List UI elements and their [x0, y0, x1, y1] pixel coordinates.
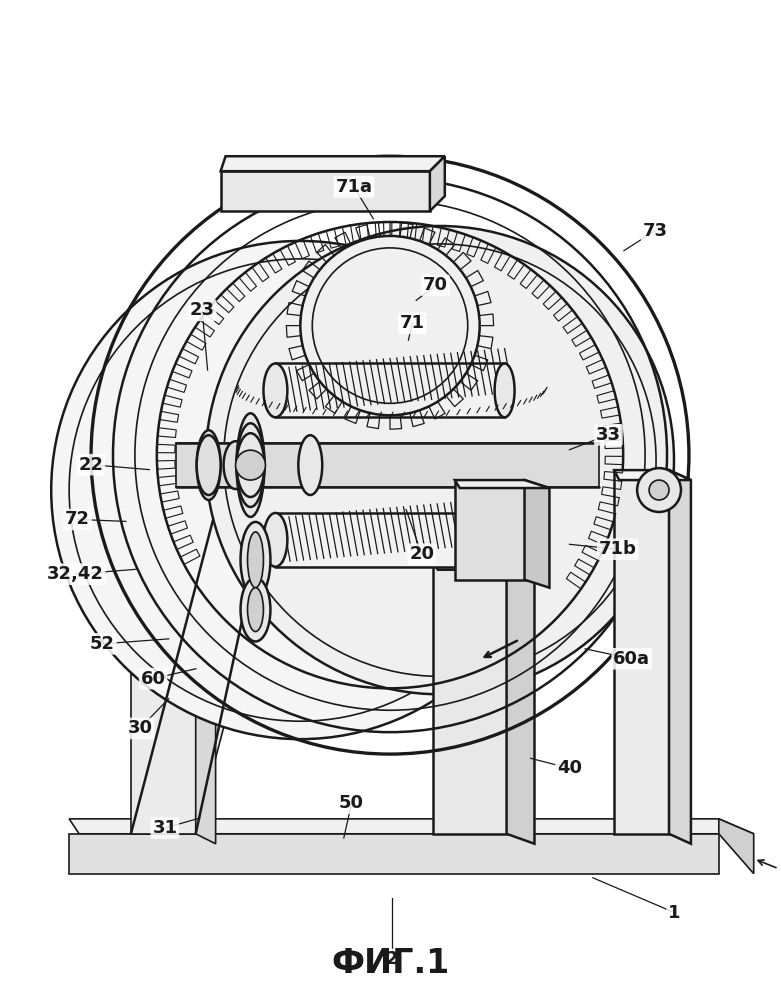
Ellipse shape — [241, 521, 270, 597]
Text: 22: 22 — [78, 456, 103, 474]
Polygon shape — [276, 364, 505, 418]
Ellipse shape — [237, 434, 265, 498]
Polygon shape — [430, 156, 445, 211]
Polygon shape — [70, 834, 719, 874]
Ellipse shape — [197, 436, 220, 496]
Polygon shape — [220, 171, 430, 211]
Ellipse shape — [237, 414, 265, 516]
Text: 1: 1 — [669, 904, 681, 922]
Text: 32,42: 32,42 — [47, 565, 104, 583]
Ellipse shape — [263, 364, 287, 418]
Polygon shape — [614, 471, 669, 834]
Polygon shape — [131, 491, 196, 834]
Text: 60: 60 — [141, 669, 166, 687]
Text: 23: 23 — [190, 302, 215, 320]
Ellipse shape — [241, 577, 270, 641]
Polygon shape — [70, 819, 754, 834]
Text: 31: 31 — [152, 819, 177, 837]
Text: 50: 50 — [339, 794, 364, 812]
Text: 71: 71 — [400, 315, 425, 333]
Polygon shape — [455, 481, 525, 579]
Ellipse shape — [248, 587, 263, 631]
Ellipse shape — [237, 424, 265, 506]
Polygon shape — [131, 491, 216, 500]
Circle shape — [52, 241, 549, 739]
Polygon shape — [276, 512, 505, 566]
Text: 30: 30 — [127, 719, 152, 737]
Ellipse shape — [223, 442, 248, 490]
Text: 71a: 71a — [335, 178, 373, 196]
Ellipse shape — [494, 512, 515, 566]
Polygon shape — [614, 471, 691, 481]
Ellipse shape — [298, 436, 323, 496]
Polygon shape — [455, 481, 549, 489]
Text: 70: 70 — [423, 277, 448, 295]
Ellipse shape — [248, 531, 263, 587]
Circle shape — [301, 236, 480, 416]
Ellipse shape — [197, 431, 220, 500]
Polygon shape — [131, 549, 270, 834]
Polygon shape — [433, 559, 507, 834]
Text: 71b: 71b — [599, 540, 637, 558]
Polygon shape — [220, 156, 445, 171]
Text: 40: 40 — [557, 759, 582, 777]
Text: 2: 2 — [386, 950, 398, 968]
Polygon shape — [507, 559, 534, 844]
Polygon shape — [669, 471, 691, 844]
Ellipse shape — [494, 364, 515, 418]
Text: 73: 73 — [643, 222, 668, 240]
Polygon shape — [525, 481, 549, 587]
Polygon shape — [433, 559, 534, 569]
Ellipse shape — [263, 512, 287, 566]
Circle shape — [236, 451, 266, 481]
Circle shape — [637, 469, 681, 511]
Text: 52: 52 — [90, 634, 115, 652]
Polygon shape — [719, 819, 754, 874]
Text: ФИГ.1: ФИГ.1 — [331, 947, 449, 980]
Text: 20: 20 — [409, 545, 434, 563]
Polygon shape — [176, 444, 599, 488]
Text: 60a: 60a — [613, 649, 651, 667]
Text: 33: 33 — [596, 426, 621, 444]
Polygon shape — [196, 491, 216, 844]
Circle shape — [205, 226, 674, 694]
Text: 72: 72 — [65, 510, 90, 528]
Circle shape — [649, 481, 669, 500]
